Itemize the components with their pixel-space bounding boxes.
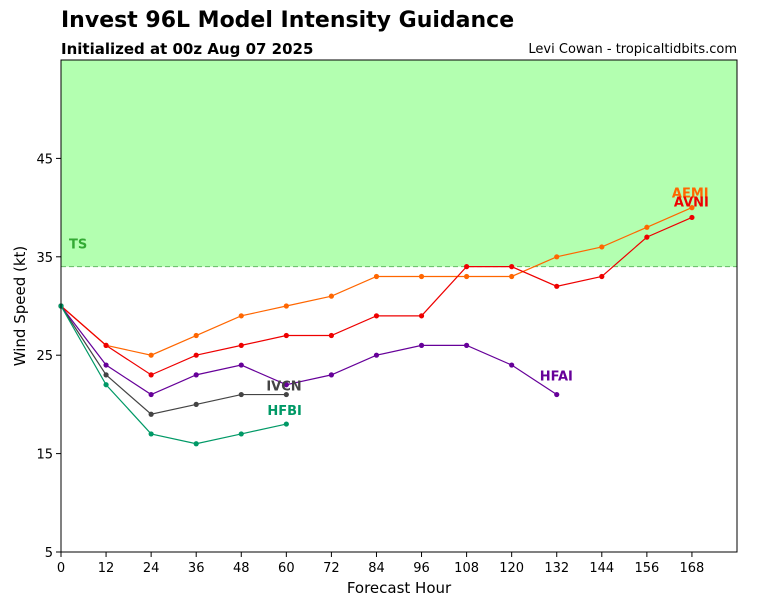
- x-tick-label: 156: [634, 561, 659, 576]
- x-tick-label: 12: [98, 561, 115, 576]
- data-point: [283, 391, 289, 398]
- data-point: [148, 431, 154, 437]
- data-point: [464, 264, 470, 270]
- x-axis-label: Forecast Hour: [347, 579, 452, 597]
- x-tick-label: 144: [589, 561, 614, 576]
- data-point: [148, 352, 154, 358]
- data-point: [418, 273, 425, 280]
- x-tick-label: 168: [680, 561, 705, 576]
- x-tick-label: 0: [57, 561, 65, 576]
- data-point: [103, 362, 109, 368]
- series-label-aemi: AEMI: [672, 187, 709, 202]
- y-tick-label: 5: [45, 546, 53, 561]
- x-tick-label: 24: [143, 561, 160, 576]
- data-point: [464, 342, 470, 348]
- data-point: [373, 273, 380, 280]
- data-point: [238, 313, 244, 319]
- series-ivcn: IVCN: [58, 303, 302, 417]
- y-tick-label: 45: [36, 152, 53, 167]
- data-point: [283, 303, 289, 309]
- data-point: [599, 273, 605, 280]
- y-axis-label: Wind Speed (kt): [11, 246, 29, 367]
- data-point: [554, 283, 560, 289]
- data-point: [238, 391, 244, 398]
- data-point: [599, 244, 605, 250]
- series-hfbi: HFBI: [58, 303, 302, 447]
- data-point: [509, 273, 515, 280]
- data-point: [103, 382, 109, 388]
- data-point: [418, 313, 425, 319]
- data-point: [283, 421, 289, 427]
- chart-title: Invest 96L Model Intensity Guidance: [61, 8, 515, 33]
- series-label-avni: AVNI: [674, 195, 709, 210]
- series-line-hfai: [60, 305, 558, 396]
- chart-credit: Levi Cowan - tropicaltidbits.com: [528, 42, 737, 57]
- series-label-ivcn: IVCN: [266, 380, 301, 395]
- x-tick-label: 96: [413, 561, 430, 576]
- data-point: [148, 391, 154, 398]
- y-tick-label: 15: [36, 448, 53, 463]
- ts-band: [61, 60, 737, 267]
- x-tick-label: 132: [544, 561, 569, 576]
- x-tick-label: 48: [233, 561, 250, 576]
- data-point: [193, 332, 199, 339]
- data-point: [193, 352, 199, 358]
- series-label-hfai: HFAI: [540, 370, 573, 385]
- data-point: [644, 224, 650, 230]
- x-tick-label: 36: [188, 561, 205, 576]
- plot-frame: [60, 59, 738, 553]
- ts-label: TS: [69, 238, 87, 253]
- x-tick-label: 84: [368, 561, 385, 576]
- x-tick-label: 108: [454, 561, 479, 576]
- x-tick-label: 120: [499, 561, 524, 576]
- data-point: [148, 411, 154, 417]
- data-point: [689, 214, 695, 221]
- data-point: [103, 342, 109, 348]
- data-point: [238, 342, 244, 348]
- data-point: [103, 372, 109, 378]
- x-tick-label: 60: [278, 561, 295, 576]
- data-point: [193, 441, 199, 447]
- data-point: [193, 401, 199, 407]
- y-tick-label: 35: [36, 251, 53, 266]
- chart-subtitle: Initialized at 00z Aug 07 2025: [61, 40, 314, 58]
- data-point: [193, 372, 199, 378]
- data-point: [238, 431, 244, 437]
- data-point: [283, 382, 289, 388]
- series-line-ivcn: [60, 305, 287, 415]
- data-point: [418, 342, 425, 348]
- data-point: [509, 362, 515, 368]
- series-hfai: HFAI: [58, 303, 573, 398]
- data-point: [464, 273, 470, 280]
- data-point: [148, 372, 154, 378]
- series-avni: AVNI: [58, 195, 709, 378]
- data-point: [283, 332, 289, 339]
- x-axis-ticks: 0 12 24 36 48 60 72 84 96 108 120 132 144 156 168: [57, 552, 704, 576]
- series-label-hfbi: HFBI: [267, 404, 302, 419]
- data-point: [554, 254, 560, 260]
- x-tick-label: 72: [323, 561, 340, 576]
- data-point: [644, 234, 650, 240]
- data-point: [509, 264, 515, 270]
- data-point: [238, 362, 244, 368]
- data-point: [689, 205, 695, 211]
- data-point: [373, 313, 380, 319]
- y-tick-label: 25: [36, 349, 53, 364]
- data-point: [328, 372, 334, 378]
- data-point: [554, 391, 560, 398]
- series-line-hfbi: [60, 305, 287, 445]
- y-axis-ticks: 5 15 25 35 45: [36, 152, 61, 561]
- data-point: [373, 352, 380, 358]
- data-point: [328, 293, 334, 299]
- data-point: [328, 332, 334, 339]
